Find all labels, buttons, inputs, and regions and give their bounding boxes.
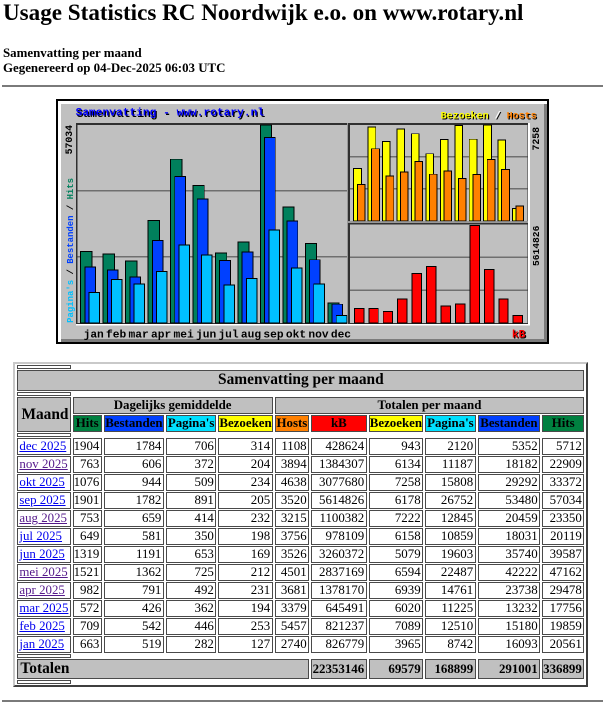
svg-text:nov: nov — [308, 329, 328, 341]
svg-text:kB: kB — [511, 329, 525, 341]
svg-text:5614826: 5614826 — [531, 225, 542, 266]
svg-text:7258: 7258 — [531, 127, 542, 151]
svg-text:Pagina's / Bestanden / Hits: Pagina's / Bestanden / Hits — [65, 178, 75, 323]
svg-text:Samenvatting - www.rotary.nl: Samenvatting - www.rotary.nl — [75, 108, 264, 120]
svg-text:okt: okt — [285, 329, 305, 341]
svg-text:jan: jan — [83, 329, 103, 341]
svg-text:Bezoeken / Hosts: Bezoeken / Hosts — [440, 111, 536, 123]
svg-text:sep: sep — [263, 329, 283, 341]
svg-text:Samenvatting - www.rotary.nl: Samenvatting - www.rotary.nl — [76, 109, 265, 121]
svg-text:mar: mar — [128, 329, 148, 341]
svg-text:Bezoeken / Hosts: Bezoeken / Hosts — [441, 112, 537, 124]
svg-text:aug: aug — [240, 329, 260, 341]
svg-text:jul: jul — [218, 329, 238, 341]
svg-text:kB: kB — [513, 330, 527, 342]
svg-text:dec: dec — [330, 329, 350, 341]
svg-text:feb: feb — [106, 329, 126, 341]
svg-text:57034: 57034 — [63, 125, 74, 155]
svg-text:jun: jun — [195, 329, 215, 341]
svg-text:mei: mei — [173, 329, 193, 341]
svg-text:apr: apr — [151, 329, 171, 341]
